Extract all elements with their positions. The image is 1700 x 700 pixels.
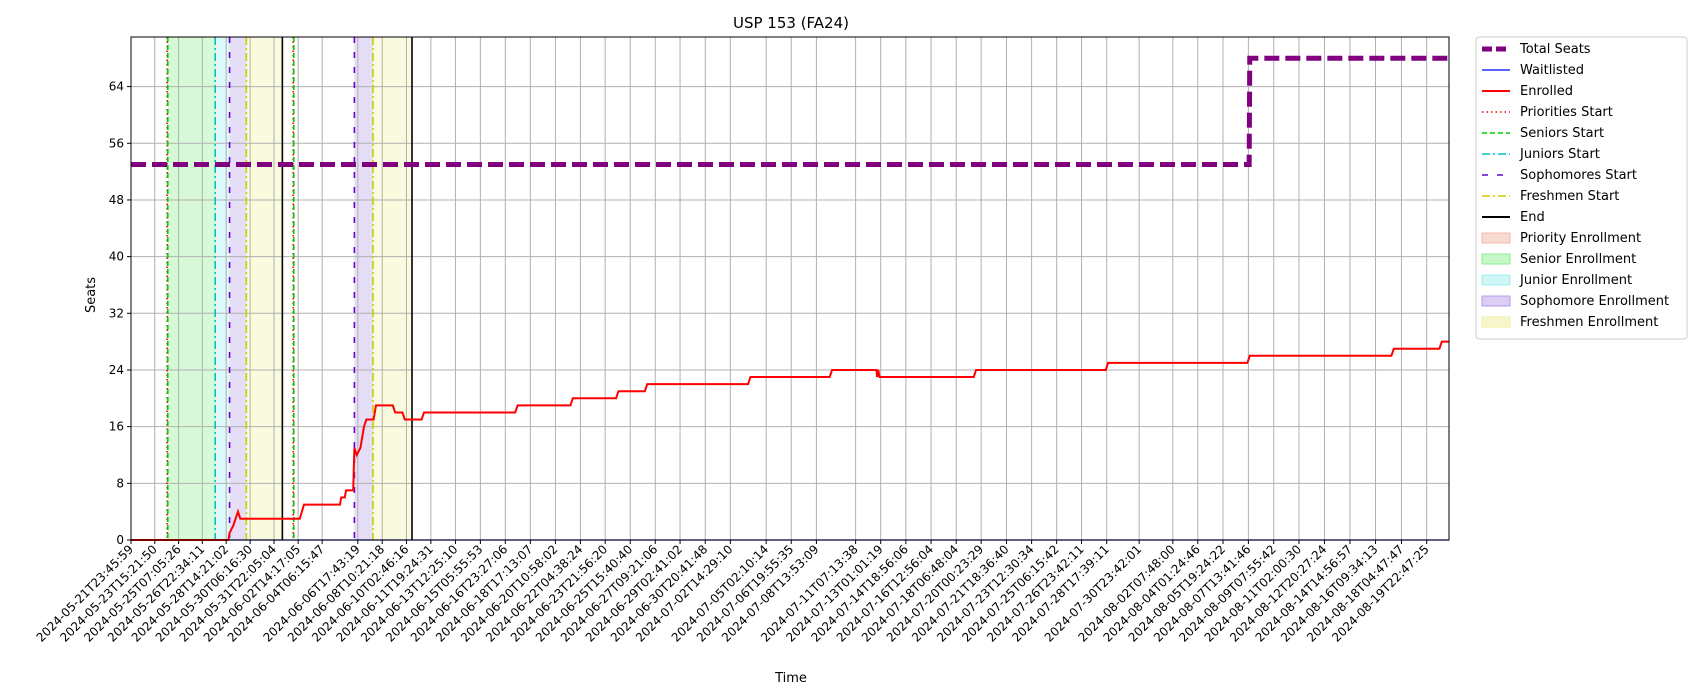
legend-label: Seniors Start xyxy=(1520,126,1604,141)
y-axis-label: Seats xyxy=(84,277,99,313)
shaded-region xyxy=(229,37,247,540)
legend-label: End xyxy=(1520,210,1545,225)
legend-label: Freshmen Enrollment xyxy=(1520,315,1658,330)
y-tick-label: 32 xyxy=(109,306,124,320)
legend-label: Priorities Start xyxy=(1520,105,1613,120)
y-tick-label: 8 xyxy=(116,476,124,490)
chart-title: USP 153 (FA24) xyxy=(733,14,849,32)
x-axis-label: Time xyxy=(774,671,807,686)
y-tick-label: 16 xyxy=(109,420,124,434)
legend-swatch xyxy=(1481,274,1511,286)
shaded-region xyxy=(215,37,230,540)
plot-area xyxy=(131,37,1449,540)
legend-swatch xyxy=(1481,232,1511,244)
legend-swatch xyxy=(1481,316,1511,328)
y-tick-label: 64 xyxy=(109,80,124,94)
legend-label: Total Seats xyxy=(1519,42,1591,57)
plot-frame xyxy=(130,36,1450,541)
legend-label: Enrolled xyxy=(1520,84,1573,99)
legend-label: Junior Enrollment xyxy=(1519,273,1632,288)
y-tick-label: 24 xyxy=(109,363,124,377)
shaded-region xyxy=(246,37,283,540)
y-tick-label: 0 xyxy=(116,533,124,547)
y-tick-label: 48 xyxy=(109,193,124,207)
y-tick-label: 56 xyxy=(109,136,124,150)
legend-label: Senior Enrollment xyxy=(1520,252,1636,267)
series-line xyxy=(131,340,1449,541)
legend-label: Waitlisted xyxy=(1520,63,1584,78)
legend: Total Seats Waitlisted Enrolled Priorities … xyxy=(1475,36,1688,340)
y-tick-label: 40 xyxy=(109,250,124,264)
legend-label: Sophomores Start xyxy=(1520,168,1637,183)
shaded-region xyxy=(354,37,373,540)
shaded-region xyxy=(167,37,216,540)
legend-label: Sophomore Enrollment xyxy=(1520,294,1669,309)
legend-label: Juniors Start xyxy=(1519,147,1600,162)
legend-label: Priority Enrollment xyxy=(1520,231,1641,246)
legend-label: Freshmen Start xyxy=(1520,189,1619,204)
shaded-region xyxy=(372,37,412,540)
legend-swatch xyxy=(1481,253,1511,265)
legend-box xyxy=(1475,36,1688,340)
series-line xyxy=(131,55,1449,168)
legend-swatch xyxy=(1481,295,1511,307)
